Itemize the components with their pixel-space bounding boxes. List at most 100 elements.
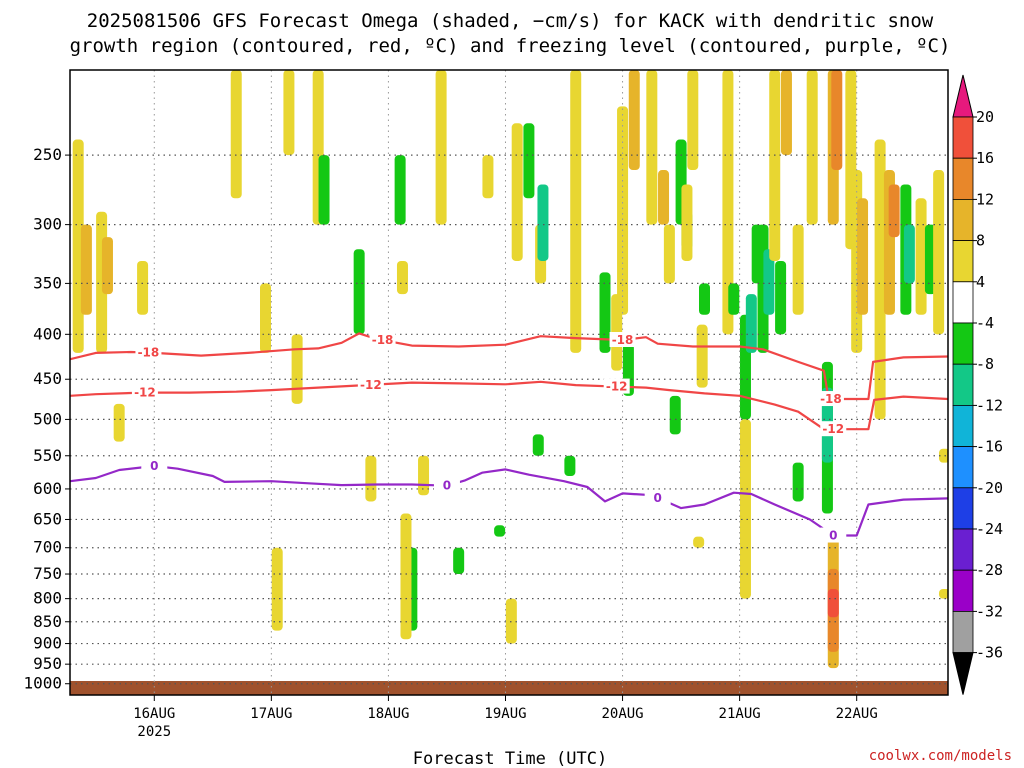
omega-cell bbox=[283, 70, 295, 156]
colorbar-label: -32 bbox=[976, 602, 1003, 620]
omega-cell bbox=[938, 448, 948, 463]
colorbar-bottom-arrow bbox=[952, 652, 974, 695]
y-tick-label: 850 bbox=[33, 612, 62, 631]
omega-cell bbox=[722, 70, 734, 335]
y-tick-label: 600 bbox=[33, 479, 62, 498]
omega-cell bbox=[699, 283, 711, 315]
contour-line-minus12 bbox=[70, 380, 948, 431]
contour-label-bg bbox=[135, 344, 162, 360]
y-tick-label: 250 bbox=[33, 145, 62, 164]
y-tick-label: 500 bbox=[33, 409, 62, 428]
x-tick-label: 19AUG bbox=[484, 706, 526, 722]
omega-cell bbox=[669, 395, 681, 435]
contour-line-minus18 bbox=[70, 332, 948, 401]
x-tick-label: 22AUG bbox=[836, 706, 878, 722]
colorbar-segment bbox=[952, 528, 974, 571]
colorbar-label: -24 bbox=[976, 520, 1003, 538]
colorbar-label: -8 bbox=[976, 355, 994, 373]
grid-lines bbox=[70, 70, 948, 695]
omega-cell bbox=[769, 70, 781, 261]
omega-cell bbox=[646, 70, 658, 225]
credit-text: coolwx.com/models bbox=[869, 748, 1012, 764]
colorbar-segment bbox=[952, 198, 974, 241]
contour-label: -12 bbox=[134, 386, 156, 400]
y-tick-label: 1000 bbox=[23, 674, 62, 693]
omega-cell bbox=[933, 170, 945, 335]
y-tick-label: 800 bbox=[33, 589, 62, 608]
colorbar-label: 12 bbox=[976, 190, 994, 208]
y-tick-label: 900 bbox=[33, 634, 62, 653]
contour-label: -12 bbox=[822, 422, 844, 436]
colorbar-label: -4 bbox=[976, 314, 994, 332]
x-tick-label: 16AUG bbox=[133, 706, 175, 722]
omega-cell bbox=[570, 70, 582, 353]
contour-label-bg bbox=[820, 421, 847, 437]
omega-cell bbox=[291, 334, 303, 404]
contour-label: 0 bbox=[150, 459, 158, 473]
omega-cell bbox=[418, 455, 430, 496]
omega-cell bbox=[693, 536, 705, 548]
omega-cell bbox=[101, 237, 113, 295]
omega-cell bbox=[137, 260, 149, 315]
y-tick-label: 750 bbox=[33, 564, 62, 583]
x-axis-label: Forecast Time (UTC) bbox=[413, 749, 607, 768]
colorbar-segment bbox=[952, 611, 974, 654]
omega-cell bbox=[599, 272, 611, 353]
omega-cell bbox=[745, 294, 757, 353]
y-tick-label: 550 bbox=[33, 446, 62, 465]
colorbar-segment bbox=[952, 281, 974, 324]
omega-cell bbox=[80, 224, 92, 315]
omega-cell bbox=[792, 462, 804, 502]
omega-cell bbox=[888, 184, 900, 238]
colorbar-segment bbox=[952, 322, 974, 365]
contour-line-0 bbox=[70, 464, 948, 537]
colorbar-label: -28 bbox=[976, 561, 1003, 579]
omega-cell bbox=[628, 70, 640, 171]
omega-cell bbox=[353, 249, 365, 335]
omega-cell bbox=[505, 598, 517, 644]
temperature-contours bbox=[70, 332, 948, 537]
contour-label-bg bbox=[141, 458, 168, 474]
contour-label-bg bbox=[131, 384, 158, 400]
omega-cell bbox=[775, 260, 787, 335]
omega-cell bbox=[739, 419, 751, 599]
omega-cell bbox=[903, 224, 915, 284]
omega-cell bbox=[453, 547, 465, 575]
y-tick-label: 700 bbox=[33, 538, 62, 557]
colorbar-segment bbox=[952, 240, 974, 283]
colorbar-segment bbox=[952, 157, 974, 200]
x-tick-label: 20AUG bbox=[601, 706, 643, 722]
colorbar-label: -20 bbox=[976, 479, 1003, 497]
omega-cell bbox=[687, 70, 699, 171]
x-axis-ticks: 16AUG 2025 17AUG 18AUG 19AUG 20AUG 21AUG 22AUG bbox=[133, 695, 878, 740]
omega-cell bbox=[365, 455, 377, 502]
contour-label-bg bbox=[603, 378, 630, 394]
omega-cell bbox=[874, 139, 886, 420]
y-tick-label: 300 bbox=[33, 215, 62, 234]
omega-cell bbox=[617, 106, 629, 315]
y-tick-label: 450 bbox=[33, 369, 62, 388]
contour-label: -12 bbox=[360, 378, 382, 392]
omega-cell bbox=[400, 513, 412, 640]
colorbar-segment bbox=[952, 446, 974, 489]
contour-label-bg bbox=[644, 489, 671, 505]
omega-cell bbox=[792, 224, 804, 315]
omega-cell bbox=[260, 283, 272, 353]
contour-label: -18 bbox=[138, 346, 160, 360]
omega-cell bbox=[494, 525, 506, 537]
colorbar-segment bbox=[952, 363, 974, 406]
colorbar-label: -36 bbox=[976, 644, 1003, 662]
contour-label-bg bbox=[433, 477, 460, 493]
contour-label-bg bbox=[817, 391, 844, 407]
chart-title-line1: 2025081506 GFS Forecast Omega (shaded, −… bbox=[87, 10, 934, 32]
chart-title-line2: growth region (contoured, red, ºC) and f… bbox=[70, 35, 951, 57]
contour-labels: -18 -18 -18 -18 -12 -12 -12 -12 0 0 0 0 bbox=[131, 331, 847, 543]
omega-cell bbox=[696, 324, 708, 388]
colorbar-label: 4 bbox=[976, 273, 985, 291]
colorbar-label: -12 bbox=[976, 396, 1003, 414]
omega-cell bbox=[663, 224, 675, 284]
omega-cell bbox=[523, 123, 535, 199]
omega-cell bbox=[831, 70, 843, 171]
omega-cell bbox=[113, 403, 125, 442]
